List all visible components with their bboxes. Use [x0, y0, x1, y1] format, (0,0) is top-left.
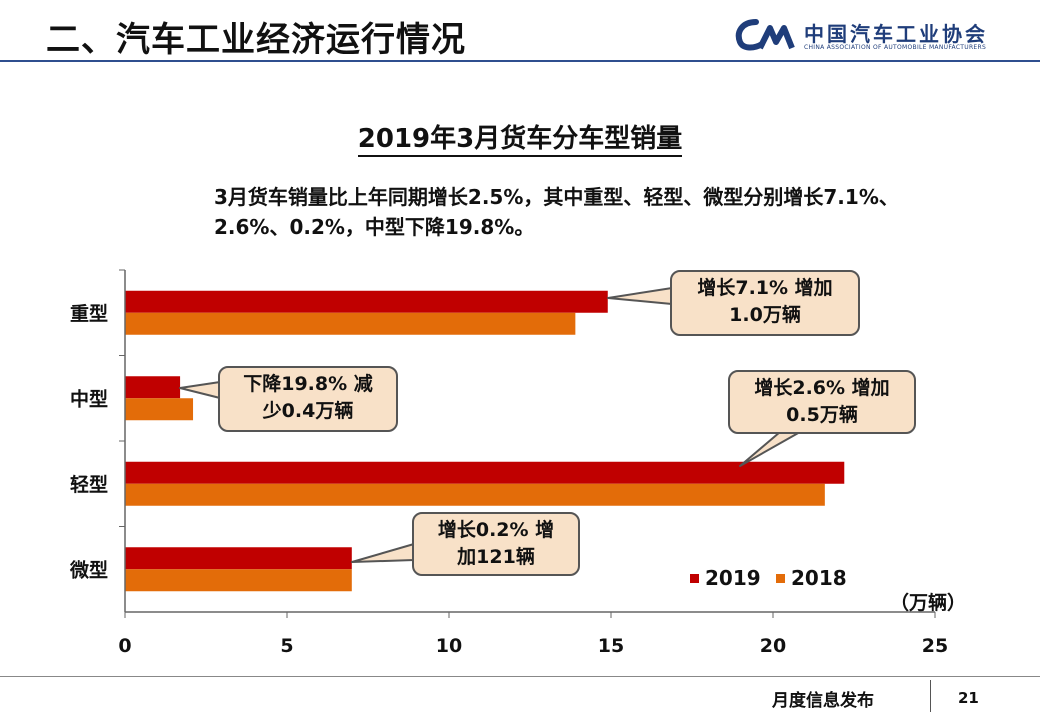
- legend-label-2019: 2019: [705, 566, 761, 590]
- callout-mini-line2: 加121辆: [457, 546, 535, 568]
- callout-mini: 增长0.2% 增 加121辆: [412, 512, 580, 576]
- callout-mini-line1: 增长0.2% 增: [437, 519, 555, 541]
- summary-text: 3月货车销量比上年同期增长2.5%，其中重型、轻型、微型分别增长7.1%、2.6…: [214, 185, 899, 239]
- category-label-1: 中型: [70, 387, 108, 410]
- legend-swatch-2019: [690, 573, 699, 583]
- bar-2019-2: [125, 461, 845, 484]
- category-label-0: 重型: [70, 302, 108, 325]
- callout-heavy: 增长7.1% 增加 1.0万辆: [670, 270, 860, 336]
- footer-text: 月度信息发布: [772, 691, 874, 711]
- x-tick-label-0: 0: [118, 635, 131, 657]
- callout-heavy-pointer: [607, 287, 673, 305]
- slide-title: 二、汽车工业经济运行情况: [46, 20, 466, 60]
- cam-logo-icon: [735, 19, 795, 51]
- unit-label: （万辆）: [890, 592, 967, 614]
- bar-2018-3: [125, 569, 352, 592]
- x-tick-label-4: 20: [760, 635, 786, 657]
- x-tick-label-1: 5: [280, 635, 293, 657]
- callout-light: 增长2.6% 增加 0.5万辆: [728, 370, 916, 434]
- footer-separator: [930, 680, 931, 712]
- callout-medium: 下降19.8% 减 少0.4万辆: [218, 366, 398, 432]
- callout-medium-line2: 少0.4万辆: [262, 400, 354, 422]
- callout-medium-pointer: [179, 381, 221, 399]
- category-label-3: 微型: [69, 558, 108, 581]
- legend-item-2019: 2019: [690, 566, 761, 590]
- callout-light-line2: 0.5万辆: [786, 404, 858, 426]
- callout-heavy-line2: 1.0万辆: [729, 304, 801, 326]
- x-tick-label-5: 25: [922, 635, 948, 657]
- callout-light-pointer: [739, 431, 801, 467]
- x-tick-label-3: 15: [598, 635, 624, 657]
- bar-2018-2: [125, 483, 825, 506]
- bar-2018-1: [125, 398, 194, 421]
- org-logo: 中国汽车工业协会 CHINA ASSOCIATION OF AUTOMOBILE…: [734, 18, 1034, 58]
- callout-mini-pointer: [351, 543, 415, 563]
- org-name: 中国汽车工业协会: [804, 22, 988, 46]
- x-tick-label-2: 10: [436, 635, 462, 657]
- category-label-2: 轻型: [70, 473, 108, 496]
- bar-2019-0: [125, 290, 608, 313]
- bar-2019-3: [125, 547, 352, 570]
- callout-light-line1: 增长2.6% 增加: [754, 377, 890, 399]
- bar-2018-0: [125, 312, 576, 335]
- chart-title-text: 2019年3月货车分车型销量: [357, 124, 683, 157]
- org-name-en: CHINA ASSOCIATION OF AUTOMOBILE MANUFACT…: [804, 44, 987, 51]
- footer-divider: [0, 676, 1040, 677]
- chart-title: 2019年3月货车分车型销量: [0, 118, 1040, 157]
- page-number: 21: [958, 689, 979, 707]
- legend-item-2018: 2018: [776, 566, 847, 590]
- bar-2019-1: [125, 376, 181, 399]
- callout-medium-line1: 下降19.8% 减: [243, 373, 373, 395]
- legend-label-2018: 2018: [791, 566, 847, 590]
- callout-heavy-line1: 增长7.1% 增加: [697, 277, 833, 299]
- legend-swatch-2018: [776, 573, 785, 583]
- header-divider: [0, 60, 1040, 62]
